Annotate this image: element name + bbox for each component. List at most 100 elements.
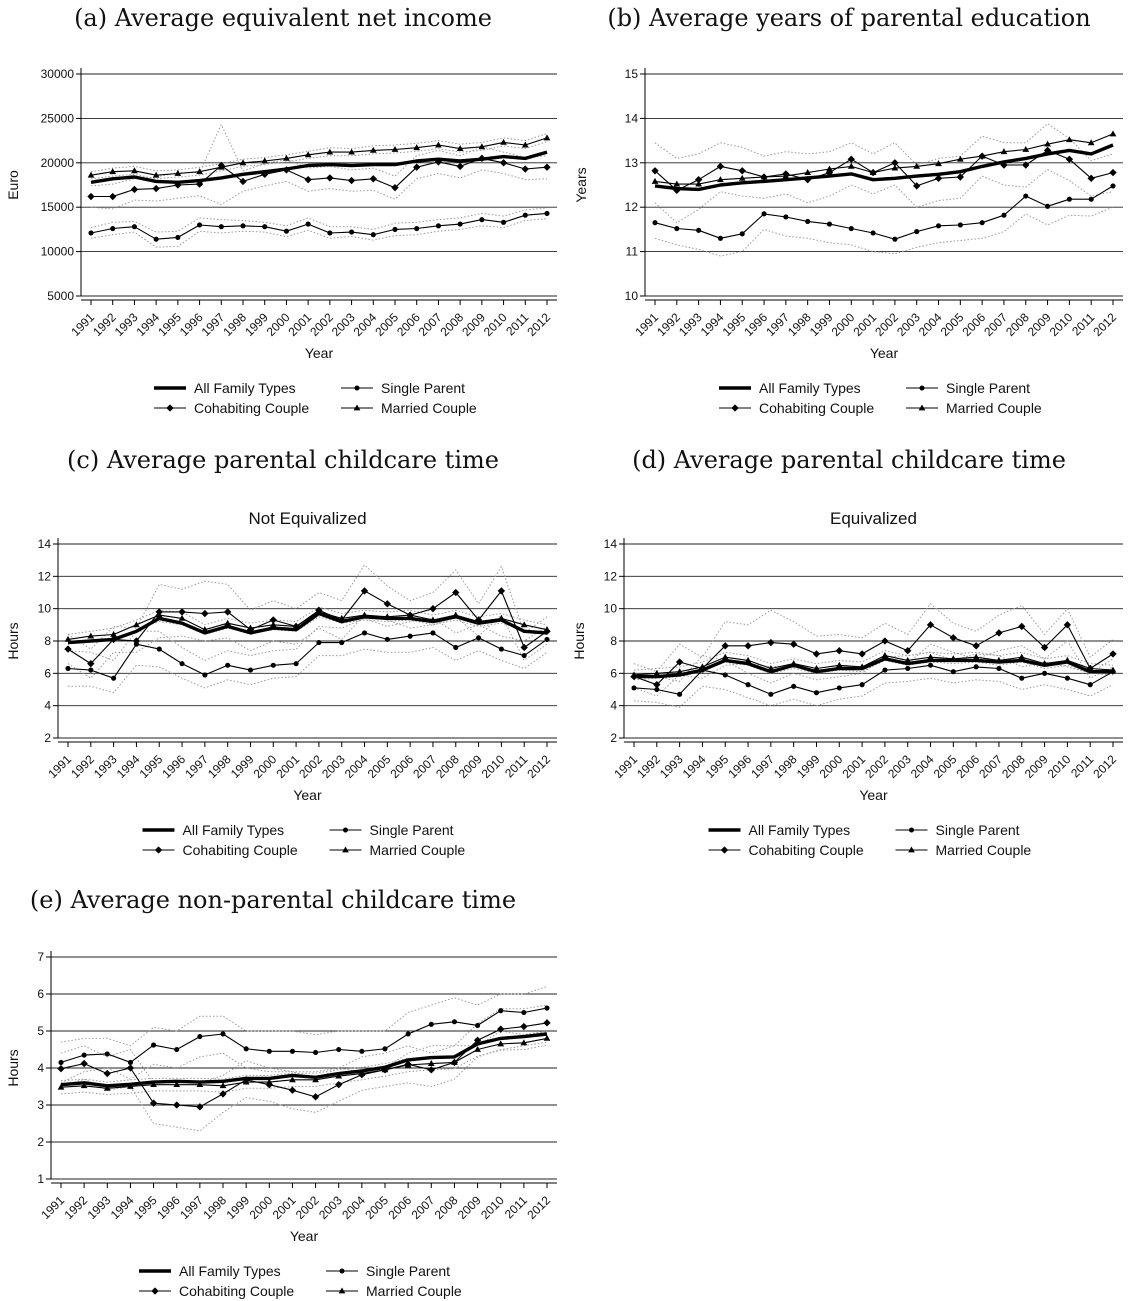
x-tick-label: 2001 (273, 752, 302, 781)
data-point (813, 664, 820, 671)
data-point (870, 230, 876, 236)
data-point (150, 1081, 157, 1088)
data-point (270, 662, 276, 668)
data-point (312, 1076, 319, 1083)
x-tick-label: 2012 (524, 752, 553, 781)
x-tick-label: 2008 (432, 1193, 461, 1222)
x-tick-label: 1991 (632, 310, 661, 339)
data-point (269, 621, 277, 628)
x-tick-label: 2003 (319, 752, 348, 781)
series-all-family-types (60, 1032, 548, 1088)
data-point (155, 611, 163, 618)
x-tick-label: 1995 (720, 310, 749, 339)
data-point (738, 167, 746, 175)
data-point (543, 1034, 551, 1041)
data-point (451, 1058, 458, 1065)
data-point (195, 180, 204, 188)
x-tick-label: 2008 (433, 752, 462, 781)
data-point (674, 225, 680, 232)
x-tick-label: 2006 (953, 752, 982, 781)
data-point (110, 631, 117, 637)
data-point (174, 169, 182, 176)
x-tick-label: 2004 (351, 310, 380, 339)
legend-marker (919, 385, 925, 391)
data-point (479, 217, 485, 223)
y-tick-label: 2 (44, 731, 51, 745)
x-tick-label: 2010 (478, 1193, 507, 1222)
data-point (392, 226, 398, 232)
data-point (498, 614, 505, 621)
data-point (475, 1022, 481, 1029)
legend-marker (918, 404, 926, 411)
data-point (790, 660, 798, 667)
data-point (630, 671, 638, 678)
data-point (676, 668, 683, 675)
data-point (87, 632, 95, 639)
data-point (247, 667, 254, 673)
data-point (972, 642, 980, 650)
data-point (978, 152, 986, 159)
data-point (304, 151, 312, 158)
data-point (934, 174, 943, 183)
x-tick-label: 2007 (981, 310, 1010, 339)
x-tick-label: 1994 (698, 310, 727, 339)
data-point (738, 174, 746, 181)
data-point (913, 162, 921, 169)
data-point (949, 655, 957, 662)
data-point (804, 169, 812, 175)
data-point (826, 221, 833, 227)
legend-item: Single Parent (906, 380, 1030, 396)
data-point (127, 1059, 133, 1066)
data-point (262, 224, 268, 230)
x-tick-label: 2004 (342, 752, 371, 781)
panel-d: (d) Average parental childcare time 2 4 6 8… (566, 440, 1132, 872)
legend-label: Cohabiting Couple (179, 1283, 294, 1299)
data-point (744, 656, 752, 663)
data-point (522, 212, 528, 218)
legend-item: Cohabiting Couple (154, 400, 309, 416)
data-point (473, 1036, 482, 1044)
data-point (64, 645, 72, 653)
x-tick-label: 2003 (894, 310, 923, 339)
series-line (67, 590, 548, 665)
data-point (347, 176, 356, 185)
x-tick-label: 2007 (976, 752, 1005, 781)
data-point (835, 647, 843, 655)
x-tick-label: 1994 (108, 1193, 137, 1222)
data-point (544, 636, 550, 642)
data-point (783, 214, 789, 220)
data-point (543, 134, 551, 141)
legend: All Family Types Single Parent Cohabiting … (154, 380, 477, 416)
data-point (64, 635, 72, 642)
legend-item: All Family Types (708, 822, 850, 838)
data-point (653, 669, 661, 676)
y-tick-label: 2 (37, 1135, 44, 1149)
data-point (1087, 139, 1095, 146)
data-point (836, 685, 842, 691)
y-tick-label: 12 (38, 569, 52, 583)
data-point (543, 163, 551, 171)
data-point (339, 640, 345, 646)
data-point (835, 661, 843, 668)
x-tick-label: 2002 (872, 310, 901, 339)
data-point (239, 177, 247, 186)
series-all-family-types (634, 657, 1113, 679)
x-tick-label: 2001 (285, 310, 314, 339)
legend-item: Single Parent (341, 380, 465, 396)
data-point (381, 1066, 389, 1073)
x-tick-label: 2010 (481, 310, 510, 339)
data-point (1000, 161, 1008, 169)
data-point (651, 167, 659, 175)
data-point (891, 164, 899, 171)
x-axis-label: Year (870, 345, 899, 361)
data-point (1000, 148, 1008, 155)
data-point (261, 170, 269, 179)
x-tick-label: 2009 (1025, 310, 1054, 339)
data-point (904, 656, 912, 663)
x-tick-label: 2011 (502, 752, 530, 780)
confidence-band-lower (90, 218, 548, 248)
confidence-bands (654, 123, 1114, 257)
data-point (239, 159, 247, 166)
data-point (456, 162, 464, 171)
confidence-band-lower (90, 169, 548, 210)
